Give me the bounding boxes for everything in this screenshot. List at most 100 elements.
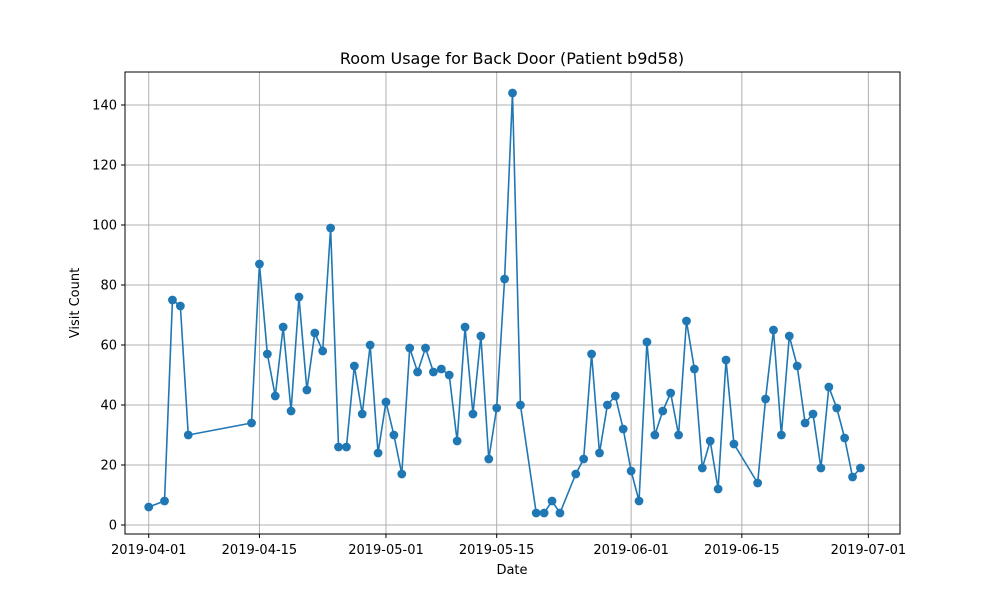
data-point	[674, 430, 683, 440]
chart-title: Room Usage for Back Door (Patient b9d58)	[340, 49, 684, 68]
data-point	[302, 385, 312, 395]
data-point	[468, 409, 478, 419]
data-point	[753, 478, 763, 488]
data-point	[650, 430, 660, 440]
data-point	[705, 436, 715, 446]
data-point	[784, 331, 794, 341]
data-point	[547, 496, 557, 506]
data-point	[816, 463, 826, 473]
x-tick-label: 2019-04-15	[222, 543, 298, 558]
data-point	[357, 409, 367, 419]
series-visit-count	[144, 88, 865, 518]
data-point	[334, 442, 343, 452]
x-tick-label: 2019-06-01	[593, 543, 669, 558]
data-point	[776, 430, 786, 440]
x-axis: 2019-04-01 2019-04-15 2019-05-01 2019-05-15…	[111, 534, 906, 558]
data-point	[642, 337, 652, 347]
data-point	[769, 325, 778, 335]
data-point	[689, 364, 699, 374]
data-point	[626, 466, 636, 476]
data-point	[421, 343, 430, 353]
plot-area-frame	[124, 71, 901, 535]
data-point	[610, 391, 620, 401]
data-point	[618, 424, 628, 434]
data-point	[460, 322, 470, 332]
data-point	[800, 418, 810, 428]
data-point	[310, 328, 320, 338]
x-axis-label: Date	[496, 563, 527, 578]
y-tick-label: 120	[92, 159, 117, 174]
data-point	[389, 430, 399, 440]
data-point	[539, 508, 549, 518]
data-point	[436, 364, 446, 374]
data-point	[666, 388, 676, 398]
data-point	[761, 394, 770, 404]
x-tick-label: 2019-05-15	[459, 543, 535, 558]
data-point	[658, 406, 668, 416]
x-tick-label: 2019-07-01	[831, 543, 907, 558]
data-point	[413, 367, 422, 377]
x-tick-label: 2019-06-15	[704, 543, 780, 558]
data-point	[792, 361, 802, 371]
data-point	[856, 463, 865, 473]
data-point	[278, 322, 288, 332]
data-point	[175, 301, 185, 311]
data-point	[183, 430, 193, 440]
data-point	[373, 448, 383, 458]
data-point	[492, 403, 502, 413]
data-point	[729, 439, 739, 449]
y-axis: 0 20 40 60 80 100 120 140	[92, 99, 125, 534]
data-point	[484, 454, 494, 464]
y-tick-label: 80	[100, 279, 117, 294]
data-point	[349, 361, 359, 371]
data-point	[571, 469, 581, 479]
data-point	[342, 442, 351, 452]
data-point	[579, 454, 589, 464]
data-point	[286, 406, 296, 416]
y-tick-label: 140	[92, 99, 117, 114]
y-tick-label: 40	[100, 399, 117, 414]
data-point	[270, 391, 280, 401]
x-tick-label: 2019-05-01	[348, 543, 424, 558]
data-point	[531, 508, 541, 518]
data-point	[508, 88, 517, 98]
data-point	[595, 448, 604, 458]
y-tick-label: 100	[92, 219, 117, 234]
data-point	[452, 436, 462, 446]
data-point	[476, 331, 486, 341]
data-point	[262, 349, 272, 359]
data-point	[397, 469, 407, 479]
data-point	[848, 472, 857, 482]
data-point	[500, 274, 509, 284]
data-point	[832, 403, 842, 413]
data-point	[444, 370, 454, 380]
data-point	[255, 259, 264, 269]
data-point	[326, 223, 336, 233]
data-point	[808, 409, 818, 419]
data-point	[381, 397, 391, 407]
data-point	[587, 349, 596, 359]
data-point	[603, 400, 612, 410]
data-point	[144, 502, 154, 512]
data-point	[168, 295, 177, 305]
data-point	[824, 382, 834, 392]
data-point	[713, 484, 723, 494]
data-point	[294, 292, 304, 302]
y-tick-label: 0	[109, 519, 117, 534]
y-axis-label: Visit Count	[68, 268, 83, 338]
data-point	[365, 340, 375, 350]
data-point	[721, 355, 731, 365]
data-point	[160, 496, 169, 506]
data-point	[682, 316, 691, 326]
data-point	[429, 367, 438, 377]
y-tick-label: 60	[100, 339, 117, 354]
x-tick-label: 2019-04-01	[111, 543, 187, 558]
data-point	[516, 400, 525, 410]
data-point	[405, 343, 415, 353]
data-point	[318, 346, 328, 356]
data-point	[840, 433, 850, 443]
y-tick-label: 20	[100, 459, 117, 474]
data-point	[555, 508, 565, 518]
